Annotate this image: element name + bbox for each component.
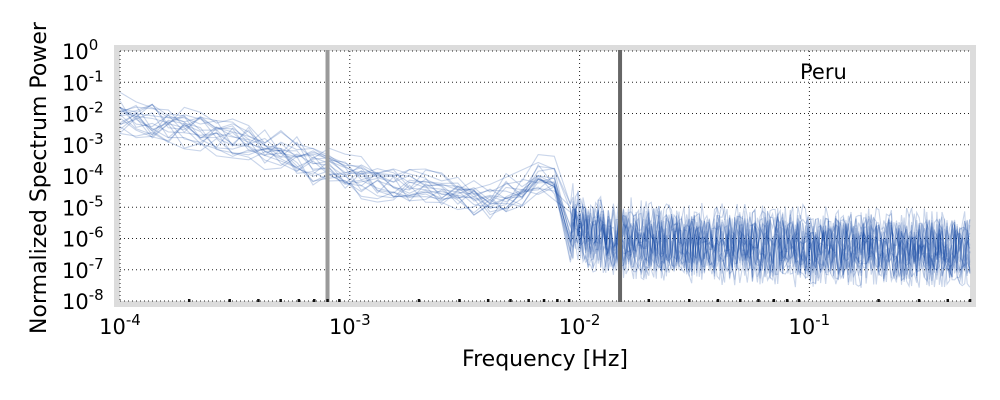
y-tick-label: 10-8: [62, 286, 104, 314]
x-minor-tick: [757, 299, 760, 302]
series-line: [119, 117, 971, 287]
series-line: [119, 103, 971, 275]
region-label: Peru: [800, 60, 847, 84]
series-line: [119, 100, 971, 277]
series-line: [119, 113, 971, 281]
series-line: [119, 103, 971, 270]
y-tick-labels: 100 10-1 10-2 10-3 10-4 10-5 10-6 10-7 10-8: [62, 36, 104, 314]
x-minor-ticks: [187, 299, 972, 302]
x-minor-tick: [567, 299, 571, 302]
x-minor-tick: [556, 299, 559, 302]
x-minor-tick: [326, 299, 329, 302]
x-minor-tick: [785, 299, 789, 302]
x-minor-tick: [458, 299, 461, 302]
x-tick-label: 10-2: [559, 311, 601, 339]
x-tick-labels: 10-4 10-3 10-2 10-1: [99, 311, 830, 339]
x-minor-tick: [279, 299, 282, 302]
x-minor-tick: [417, 299, 421, 302]
series-line: [119, 122, 971, 288]
series-line: [119, 123, 971, 288]
x-minor-tick: [228, 299, 231, 302]
x-minor-tick: [946, 299, 950, 302]
x-minor-tick: [486, 299, 490, 302]
x-tick-label: 10-3: [329, 311, 371, 339]
x-tick-label: 10-4: [99, 311, 141, 339]
marker-lines: [325, 50, 623, 302]
x-minor-tick: [338, 299, 341, 302]
series-line: [119, 106, 971, 269]
series-line: [119, 113, 971, 286]
y-tick-label: 10-6: [62, 224, 104, 252]
spectrum-traces: [119, 91, 971, 289]
x-minor-tick: [688, 299, 691, 302]
x-minor-tick: [509, 299, 512, 302]
x-minor-tick: [797, 299, 801, 302]
x-minor-tick: [739, 299, 742, 302]
y-tick-label: 10-4: [62, 161, 104, 189]
x-minor-tick: [312, 299, 316, 302]
x-minor-tick: [917, 299, 921, 302]
grid-lines: [119, 50, 970, 302]
series-line: [119, 116, 971, 288]
x-minor-tick: [647, 299, 651, 302]
series-line: [119, 115, 971, 289]
series-line: [119, 91, 971, 267]
x-minor-tick: [297, 299, 301, 302]
x-minor-tick: [716, 299, 720, 302]
x-minor-tick: [968, 299, 972, 302]
series-line: [119, 104, 971, 278]
x-minor-tick: [527, 299, 530, 302]
series-line: [119, 107, 971, 280]
x-minor-tick: [877, 299, 880, 302]
y-tick-label: 10-3: [62, 130, 104, 158]
y-axis-label: Normalized Spectrum Power: [27, 21, 52, 334]
series-line: [119, 118, 971, 282]
x-minor-tick: [542, 299, 546, 302]
series-line: [119, 107, 971, 273]
series-line: [119, 107, 971, 285]
y-tick-label: 100: [62, 36, 98, 64]
series-line: [119, 104, 971, 276]
series-line: [119, 113, 971, 279]
series-line: [119, 106, 971, 274]
y-tick-label: 10-2: [62, 99, 104, 127]
x-minor-tick: [187, 299, 191, 302]
x-tick-label: 10-1: [789, 311, 831, 339]
x-minor-tick: [257, 299, 260, 302]
y-tick-label: 10-1: [62, 67, 104, 95]
y-tick-label: 10-7: [62, 255, 104, 283]
x-axis-label: Frequency [Hz]: [462, 347, 628, 372]
x-minor-tick: [772, 299, 776, 302]
y-tick-label: 10-5: [62, 192, 104, 220]
